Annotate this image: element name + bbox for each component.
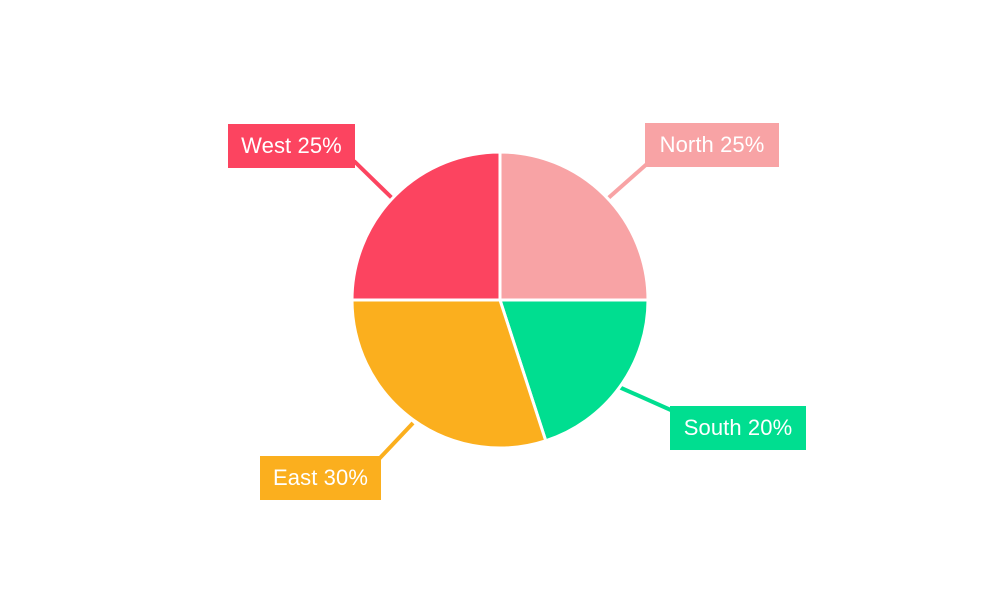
pie-label-east[interactable]: East 30%: [260, 456, 381, 500]
pie-slices-group: [350, 150, 650, 450]
pie-label-text: South 20%: [683, 415, 793, 440]
pie-label-text: West 25%: [241, 133, 342, 158]
leader-lines-group: [352, 159, 674, 461]
pie-label-text: North 25%: [659, 132, 765, 157]
pie-slice-west[interactable]: [350, 150, 502, 302]
pie-label-west[interactable]: West 25%: [228, 124, 355, 168]
pie-slice-north[interactable]: [498, 150, 650, 302]
pie-label-text: East 30%: [273, 465, 368, 490]
leader-line-north: [603, 161, 650, 203]
leader-line-east: [377, 421, 415, 461]
pie-slice-east[interactable]: [350, 298, 548, 450]
leader-line-south: [618, 385, 674, 413]
pie-label-south[interactable]: South 20%: [670, 406, 806, 450]
pie-slice-south[interactable]: [498, 298, 650, 443]
pie-label-north[interactable]: North 25%: [645, 123, 779, 167]
leader-line-west: [352, 159, 395, 201]
